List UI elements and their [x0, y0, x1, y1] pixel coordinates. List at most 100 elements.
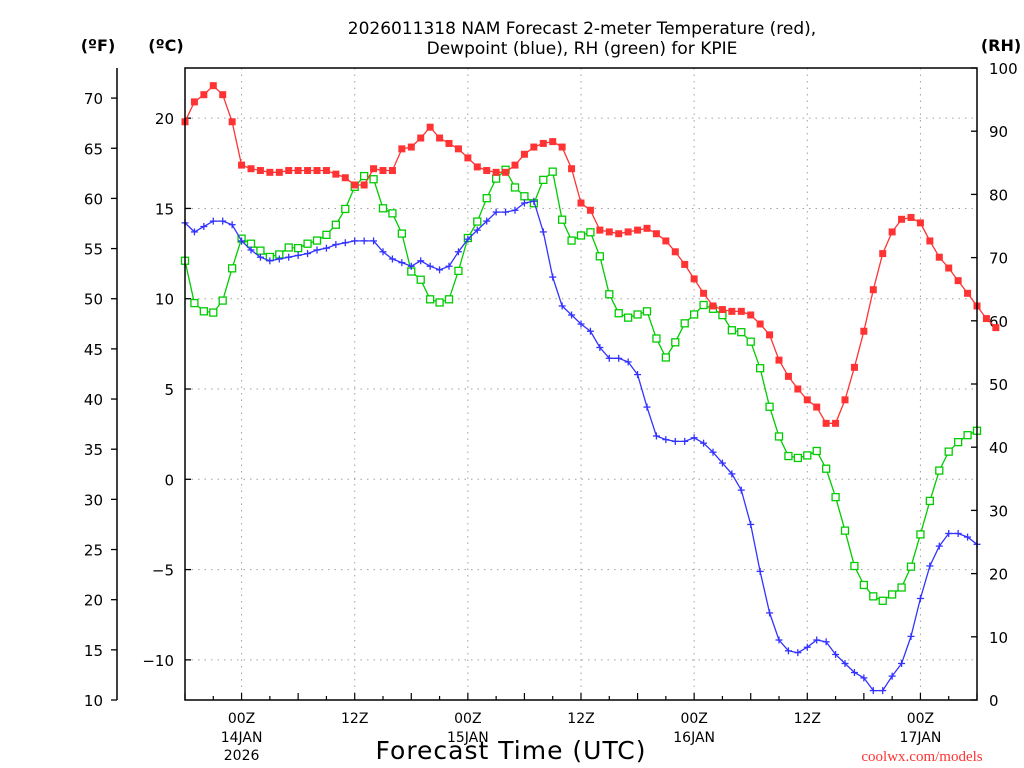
x-tick-label: 12Z — [341, 711, 368, 727]
plot-frame — [184, 67, 978, 701]
data-point — [841, 659, 849, 667]
axis-unit-fahrenheit: (ºF) — [81, 36, 116, 55]
c-tick-label: −10 — [142, 652, 174, 670]
data-point — [426, 262, 434, 270]
data-point — [643, 403, 651, 411]
data-point — [360, 237, 368, 245]
data-point — [662, 237, 670, 245]
data-point — [577, 199, 585, 207]
data-point — [557, 215, 567, 224]
data-point — [313, 246, 321, 254]
rh-tick-label: 30 — [989, 502, 1008, 520]
x-tick-label: 00Z — [907, 711, 934, 727]
f-tick-label: 35 — [84, 441, 103, 459]
data-point — [935, 542, 943, 550]
f-tick-label: 15 — [84, 642, 103, 660]
data-point — [775, 636, 783, 644]
f-tick-label: 45 — [84, 341, 103, 359]
data-point — [859, 580, 869, 590]
f-tick-label: 25 — [84, 542, 103, 560]
data-point — [209, 82, 217, 90]
data-point — [549, 273, 557, 281]
data-point — [266, 257, 274, 265]
data-point — [803, 396, 811, 404]
data-point — [709, 448, 717, 456]
data-point — [341, 174, 349, 182]
f-tick-label: 30 — [84, 491, 103, 509]
gridlines — [185, 68, 977, 700]
data-point — [755, 364, 765, 373]
data-point — [576, 231, 586, 240]
f-tick-label: 70 — [84, 90, 103, 108]
data-point — [332, 241, 340, 249]
f-tick-label: 65 — [84, 140, 103, 158]
x-tick-date: 14JAN — [221, 730, 263, 746]
data-point — [605, 354, 613, 362]
data-point — [841, 396, 849, 404]
data-point — [700, 439, 708, 447]
data-point — [898, 659, 906, 667]
data-point — [840, 526, 850, 535]
data-point — [888, 228, 896, 236]
data-point — [331, 220, 341, 229]
data-point — [822, 419, 830, 427]
data-point — [982, 315, 990, 323]
data-point — [954, 277, 962, 285]
data-point — [492, 168, 500, 176]
data-point — [322, 230, 331, 239]
data-point — [935, 253, 943, 261]
data-point — [407, 262, 415, 270]
data-point — [813, 403, 821, 411]
data-point — [897, 583, 906, 592]
data-point — [379, 248, 387, 256]
x-tick-label: 00Z — [454, 711, 481, 727]
data-point — [794, 649, 802, 657]
data-point — [199, 307, 209, 316]
data-point — [492, 208, 500, 216]
data-point — [332, 170, 340, 178]
data-point — [445, 262, 453, 270]
data-point — [850, 561, 859, 571]
data-point — [586, 327, 594, 335]
data-point — [596, 343, 604, 351]
x-tick-label: 12Z — [794, 711, 821, 727]
data-point — [351, 237, 359, 245]
data-point — [577, 320, 585, 328]
x-axis-ticks: 00Z 14JAN 2026 12Z 00Z 15JAN 12Z 00Z 16JAN 12Z 00Z… — [184, 693, 978, 764]
data-point — [671, 437, 679, 445]
data-point — [539, 139, 547, 147]
data-point — [190, 298, 199, 308]
data-point — [614, 309, 623, 318]
data-point — [926, 237, 934, 245]
data-point — [491, 174, 501, 183]
rh-tick-label: 70 — [989, 250, 1008, 268]
data-point — [850, 363, 858, 371]
data-point — [284, 243, 293, 252]
data-point — [303, 239, 312, 248]
chart-title-line-2: Dewpoint (blue), RH (green) for KPIE — [427, 39, 738, 59]
data-point — [388, 167, 396, 175]
data-point — [473, 163, 481, 171]
data-point — [388, 255, 396, 263]
data-point — [690, 434, 698, 442]
data-point — [596, 226, 604, 234]
data-point — [907, 632, 915, 640]
data-point — [661, 353, 671, 362]
data-point — [652, 334, 661, 343]
data-point — [425, 295, 435, 304]
series-layer — [180, 82, 1000, 695]
data-point — [454, 145, 462, 153]
data-point — [784, 451, 793, 461]
data-point — [407, 143, 415, 151]
data-point — [200, 223, 208, 231]
data-point — [294, 167, 302, 175]
data-point — [238, 161, 246, 169]
data-point — [511, 161, 519, 169]
data-point — [595, 252, 605, 261]
data-point — [586, 228, 595, 237]
data-point — [464, 235, 472, 243]
data-point — [398, 145, 406, 153]
rh-tick-label: 100 — [989, 60, 1018, 78]
data-point — [623, 313, 633, 322]
